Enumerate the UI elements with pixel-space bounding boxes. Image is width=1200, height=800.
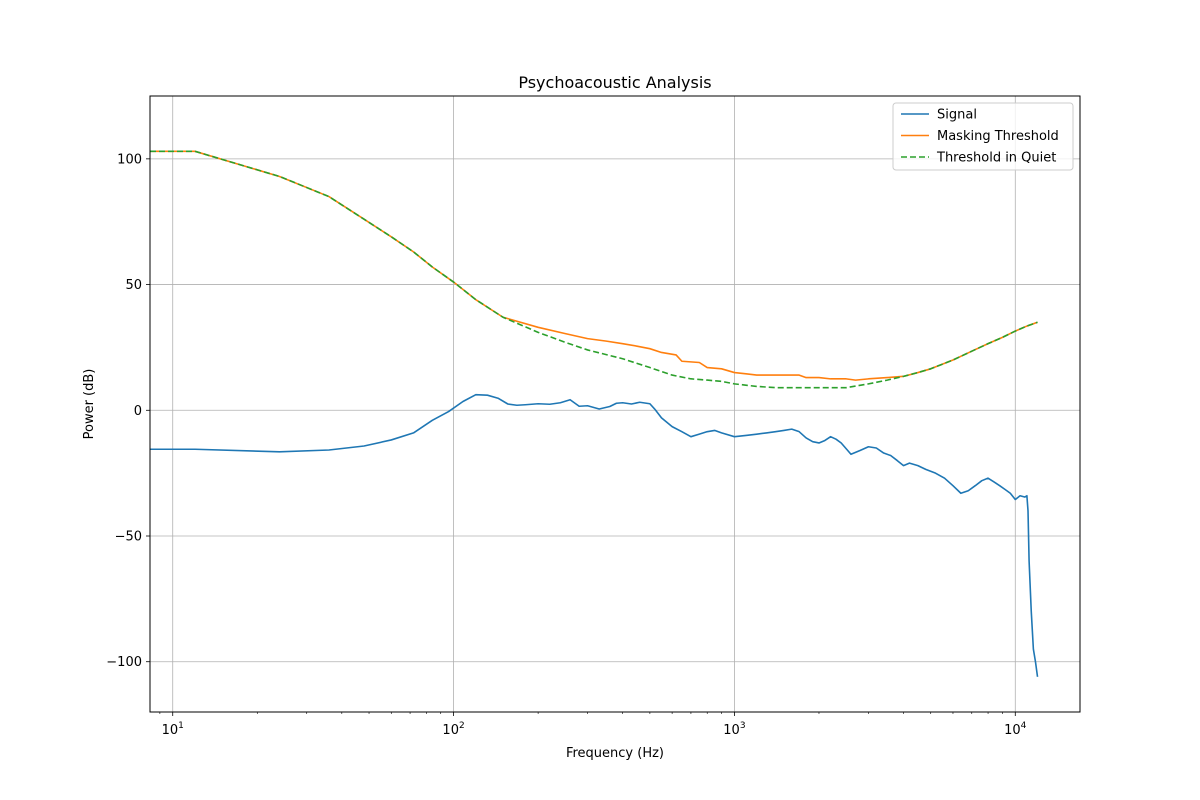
y-tick-label: 0 [134,404,142,419]
legend: Signal Masking Threshold Threshold in Quie… [892,102,1074,171]
y-tick-label: −100 [106,655,142,670]
y-axis-label: Power (dB) [82,369,97,440]
y-tick-label: 50 [125,278,142,293]
legend-label: Masking Threshold [937,129,1059,144]
grid [150,96,1080,712]
axis-ticks: 101 102 103 104 −100 −50 0 50 100 [106,152,1026,738]
series-line-signal [150,393,1039,677]
chart-title: Psychoacoustic Analysis [518,73,711,92]
y-tick-label: 100 [117,152,142,167]
plot-frame [149,95,1081,713]
series-lines [150,150,1039,677]
x-axis-label: Frequency (Hz) [566,746,664,761]
legend-label: Signal [937,108,977,123]
x-tick-label: 101 [162,721,184,738]
legend-label: Threshold in Quiet [936,151,1056,166]
y-tick-label: −50 [115,530,142,545]
x-tick-label: 102 [442,721,464,738]
legend-box [892,102,1074,171]
series-line-threshold-in-quiet [150,150,1038,389]
x-tick-label: 104 [1004,721,1027,738]
x-tick-label: 103 [723,721,745,738]
